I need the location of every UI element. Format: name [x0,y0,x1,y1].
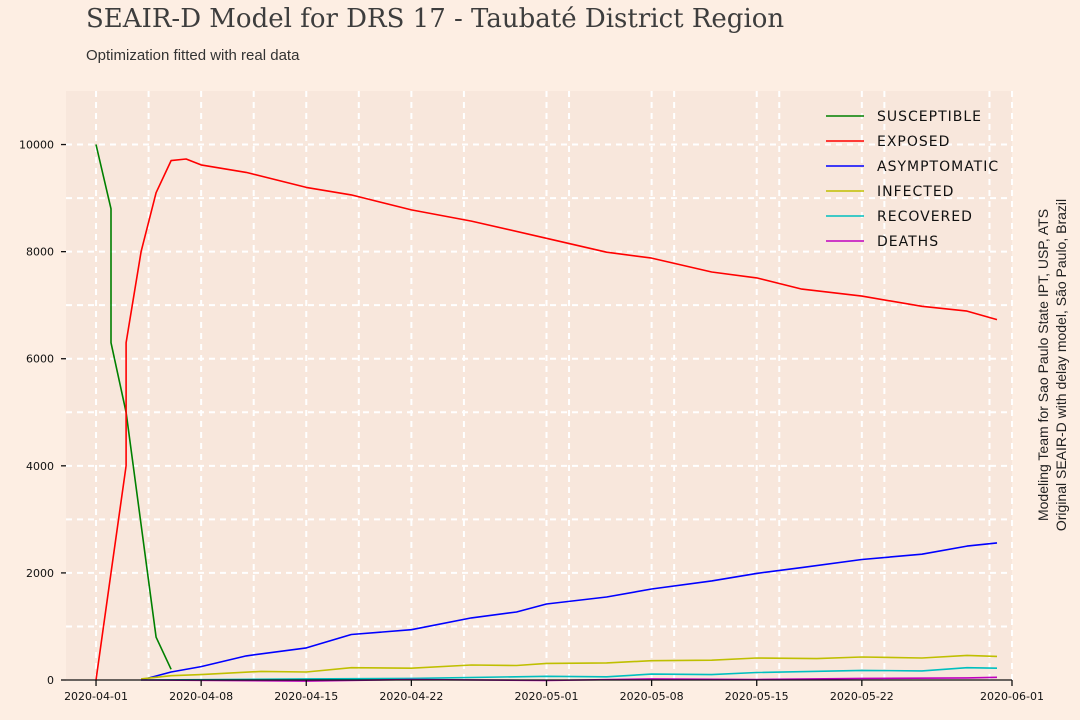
series-line-recovered [141,666,998,681]
legend-label: ASYMPTOMATIC [877,159,999,175]
legend-label: RECOVERED [877,209,973,225]
y-tick-label: 10000 [19,139,54,152]
x-tick-label: 2020-04-01 [64,690,128,703]
credit-line-2: Original SEAIR-D with delay model, São P… [1053,199,1069,531]
credit-line-1: Modeling Team for Sao Paulo State IPT, U… [1035,209,1051,521]
y-tick-label: 6000 [26,353,54,366]
legend: SUSCEPTIBLE EXPOSED ASYMPTOMATIC INFECTED RE… [826,109,999,250]
x-tick-label: 2020-05-08 [620,690,684,703]
series-line-infected [141,654,998,680]
x-tick-label: 2020-04-08 [169,690,233,703]
x-tick-label: 2020-06-01 [980,690,1044,703]
x-tick-label: 2020-04-22 [379,690,443,703]
x-tick-label: 2020-05-15 [725,690,789,703]
series-line-asymptomatic [140,542,998,681]
y-tick-label: 4000 [26,460,54,473]
y-tick-label: 2000 [26,567,54,580]
grid [66,91,1013,680]
x-tick-label: 2020-04-15 [274,690,338,703]
y-tick-label: 0 [47,674,54,687]
legend-label: DEATHS [877,234,939,250]
y-tick-label: 8000 [26,246,54,259]
x-tick-label: 2020-05-22 [830,690,894,703]
series-line-exposed [95,158,998,681]
x-tick-label: 2020-05-01 [515,690,579,703]
plot-area [66,91,1012,680]
chart-title: SEAIR-D Model for DRS 17 - Taubaté Distr… [86,4,785,34]
legend-label: SUSCEPTIBLE [877,109,982,125]
x-axis: 2020-04-01 2020-04-08 2020-04-15 2020-04-22… [64,680,1044,703]
legend-label: EXPOSED [877,134,950,150]
legend-label: INFECTED [877,184,954,200]
chart-subtitle: Optimization fitted with real data [86,47,300,64]
y-axis: 0 2000 4000 6000 8000 10000 [19,139,66,687]
credits: Modeling Team for Sao Paulo State IPT, U… [1035,199,1069,531]
